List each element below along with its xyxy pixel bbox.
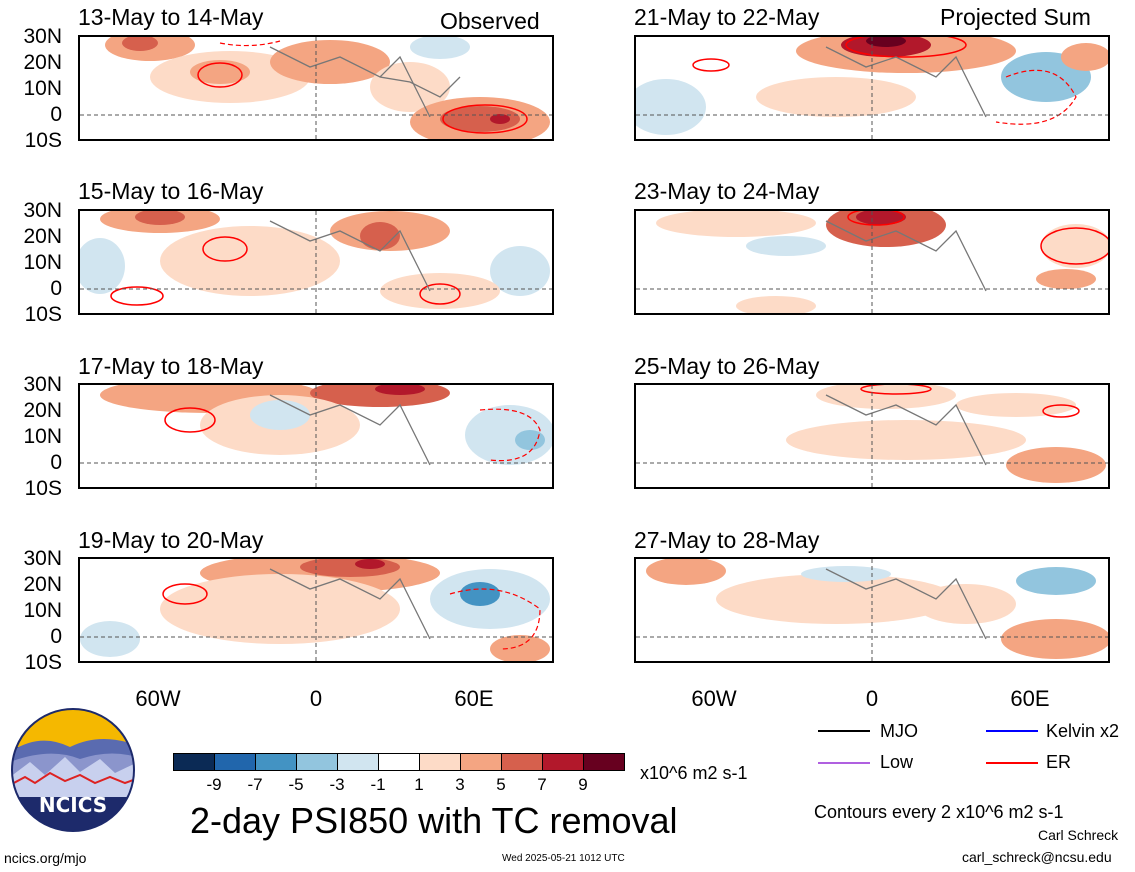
colorbar-tick: -5 xyxy=(288,775,304,794)
colorbar-tick: -3 xyxy=(329,775,345,794)
lat-label: 30N xyxy=(23,25,62,48)
author-email[interactable]: carl_schreck@ncsu.edu xyxy=(962,849,1112,865)
lat-label: 20N xyxy=(23,225,62,248)
panel-title-right-3: 25-May to 26-May xyxy=(634,353,820,379)
panel-title-left-2: 15-May to 16-May xyxy=(78,178,264,204)
colorbar-tick: 9 xyxy=(578,775,588,794)
lat-label: 10N xyxy=(23,77,62,100)
ncics-logo: NCICS xyxy=(10,707,136,833)
lon-label-left-60e: 60E xyxy=(454,686,494,711)
legend-label-er: ER xyxy=(1046,752,1072,772)
colorbar-swatch xyxy=(379,754,420,770)
lat-label: 10S xyxy=(24,477,62,500)
colorbar-units: x10^6 m2 s-1 xyxy=(640,763,748,783)
panel-title-right-2: 23-May to 24-May xyxy=(634,178,820,204)
lat-label: 10N xyxy=(23,251,62,274)
colorbar-swatch xyxy=(215,754,256,770)
colorbar-swatch xyxy=(297,754,338,770)
lat-label: 30N xyxy=(23,199,62,222)
colorbar-tick: 3 xyxy=(455,775,465,794)
projected-sum-label: Projected Sum xyxy=(940,4,1091,30)
map-panel-right-1 xyxy=(634,35,1110,141)
colorbar-tick: 1 xyxy=(414,775,424,794)
panel-title-left-1: 13-May to 14-May xyxy=(78,4,264,30)
legend-label-mjo: MJO xyxy=(880,721,918,741)
lat-label: 0 xyxy=(50,103,62,126)
lat-label: 10S xyxy=(24,651,62,674)
colorbar-tick: -1 xyxy=(370,775,386,794)
colorbar xyxy=(173,753,625,771)
panel-title-right-1: 21-May to 22-May xyxy=(634,4,820,30)
map-panel-left-4 xyxy=(78,557,554,663)
colorbar-tick: -9 xyxy=(206,775,222,794)
lon-label-left-0: 0 xyxy=(309,686,323,711)
panel-title-right-4: 27-May to 28-May xyxy=(634,527,820,553)
legend-line-er xyxy=(986,762,1038,764)
legend-line-low xyxy=(818,762,870,764)
panel-title-left-3: 17-May to 18-May xyxy=(78,353,264,379)
lat-label: 0 xyxy=(50,451,62,474)
colorbar-tick: -7 xyxy=(247,775,263,794)
lon-label-right-60e: 60E xyxy=(1010,686,1050,711)
lon-label-right-0: 0 xyxy=(865,686,879,711)
legend-label-kelvin: Kelvin x2 xyxy=(1046,721,1120,741)
map-panel-left-1 xyxy=(78,35,554,141)
lon-label-right-60w: 60W xyxy=(691,686,737,711)
website-link[interactable]: ncics.org/mjo xyxy=(4,850,87,866)
colorbar-swatch xyxy=(338,754,379,770)
lat-label: 20N xyxy=(23,399,62,422)
colorbar-swatch xyxy=(256,754,297,770)
timestamp: Wed 2025-05-21 1012 UTC xyxy=(502,853,625,864)
lat-label: 0 xyxy=(50,625,62,648)
map-panel-right-3 xyxy=(634,383,1110,489)
contour-note: Contours every 2 x10^6 m2 s-1 xyxy=(814,802,1064,822)
lat-label: 30N xyxy=(23,547,62,570)
legend-line-kelvin xyxy=(986,730,1038,732)
lat-label: 10N xyxy=(23,599,62,622)
main-title: 2-day PSI850 with TC removal xyxy=(190,800,678,841)
lat-label: 20N xyxy=(23,51,62,74)
lat-label: 10S xyxy=(24,303,62,326)
lat-label: 20N xyxy=(23,573,62,596)
map-panel-right-2 xyxy=(634,209,1110,315)
lat-label: 0 xyxy=(50,277,62,300)
author-name: Carl Schreck xyxy=(1038,827,1119,843)
logo-text: NCICS xyxy=(38,793,108,817)
colorbar-swatch xyxy=(461,754,502,770)
lat-label: 30N xyxy=(23,373,62,396)
legend-line-mjo xyxy=(818,730,870,732)
legend-label-low: Low xyxy=(880,752,914,772)
map-panel-left-3 xyxy=(78,383,554,489)
colorbar-swatch xyxy=(420,754,461,770)
colorbar-swatch xyxy=(543,754,584,770)
colorbar-swatch xyxy=(584,754,624,770)
lat-label: 10N xyxy=(23,425,62,448)
colorbar-tick: 7 xyxy=(537,775,547,794)
lat-label: 10S xyxy=(24,129,62,152)
map-panel-left-2 xyxy=(78,209,554,315)
colorbar-tick: 5 xyxy=(496,775,506,794)
lon-label-left-60w: 60W xyxy=(135,686,181,711)
colorbar-swatch xyxy=(174,754,215,770)
colorbar-swatch xyxy=(502,754,543,770)
panel-title-left-4: 19-May to 20-May xyxy=(78,527,264,553)
observed-label: Observed xyxy=(440,8,540,34)
map-panel-right-4 xyxy=(634,557,1110,663)
